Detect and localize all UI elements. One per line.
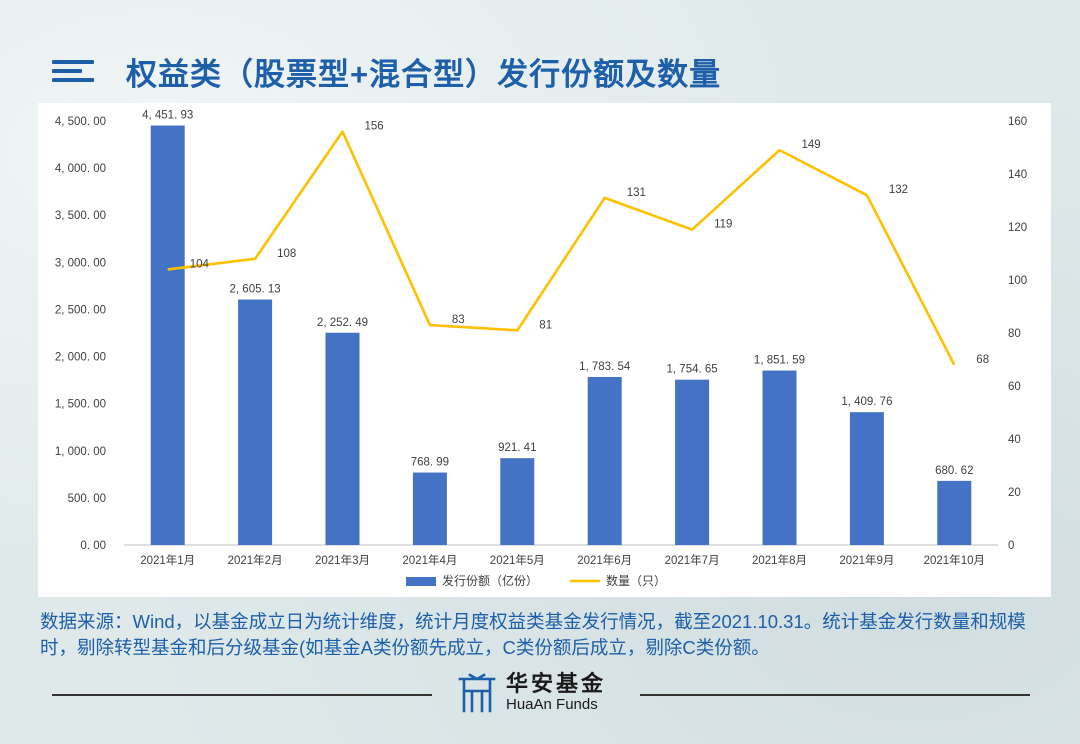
line-data-label: 132 bbox=[889, 184, 908, 196]
line-data-label: 104 bbox=[190, 258, 210, 270]
bar-data-label: 768. 99 bbox=[411, 457, 449, 469]
line-data-label: 119 bbox=[714, 219, 732, 231]
y-left-tick-label: 1, 000. 00 bbox=[55, 446, 106, 458]
bar-data-label: 4, 451. 93 bbox=[142, 110, 193, 122]
line-data-label: 68 bbox=[976, 354, 989, 366]
bar bbox=[412, 472, 447, 545]
bar-data-label: 1, 851. 59 bbox=[754, 355, 805, 367]
x-tick-label: 2021年9月 bbox=[839, 553, 894, 567]
line-data-label: 81 bbox=[539, 319, 552, 331]
bar bbox=[325, 332, 360, 545]
footer-divider-left bbox=[52, 694, 432, 696]
menu-icon[interactable] bbox=[52, 58, 94, 84]
y-left-tick-label: 2, 000. 00 bbox=[55, 352, 106, 364]
bar-data-label: 921. 41 bbox=[498, 442, 536, 454]
page-title: 权益类（股票型+混合型）发行份额及数量 bbox=[126, 56, 722, 92]
x-tick-label: 2021年10月 bbox=[924, 553, 985, 567]
y-right-tick-label: 140 bbox=[1008, 169, 1027, 181]
title-row: 权益类（股票型+混合型）发行份额及数量 bbox=[52, 46, 721, 96]
x-tick-label: 2021年2月 bbox=[228, 553, 283, 567]
bar bbox=[500, 458, 535, 545]
y-right-tick-label: 0 bbox=[1008, 540, 1014, 552]
y-left-tick-label: 0. 00 bbox=[80, 540, 106, 552]
bar-data-label: 2, 252. 49 bbox=[317, 317, 368, 329]
bar-data-label: 1, 783. 54 bbox=[579, 361, 631, 373]
bar bbox=[675, 379, 710, 545]
bar bbox=[238, 299, 273, 545]
y-right-tick-label: 60 bbox=[1008, 381, 1021, 393]
x-tick-label: 2021年5月 bbox=[490, 553, 545, 567]
x-tick-label: 2021年1月 bbox=[140, 553, 195, 567]
x-tick-label: 2021年3月 bbox=[315, 553, 370, 567]
legend-bar-label: 发行份额（亿份） bbox=[442, 573, 538, 588]
legend-bar-swatch bbox=[406, 577, 436, 586]
x-tick-label: 2021年4月 bbox=[402, 553, 457, 567]
bar bbox=[150, 125, 185, 545]
brand-name-en: HuaAn Funds bbox=[506, 696, 598, 713]
count-line bbox=[167, 130, 956, 366]
bar-data-label: 1, 754. 65 bbox=[667, 364, 718, 376]
y-left-tick-label: 500. 00 bbox=[68, 493, 106, 505]
y-right-tick-label: 20 bbox=[1008, 487, 1021, 499]
y-left-tick-label: 4, 000. 00 bbox=[55, 163, 106, 175]
y-left-tick-label: 3, 500. 00 bbox=[55, 210, 106, 222]
y-right-tick-label: 80 bbox=[1008, 328, 1021, 340]
legend-line-label: 数量（只） bbox=[606, 573, 666, 588]
line-data-label: 131 bbox=[627, 187, 646, 199]
line-data-label: 156 bbox=[365, 121, 384, 133]
bar bbox=[587, 376, 622, 545]
bar-data-label: 680. 62 bbox=[935, 465, 973, 477]
bar bbox=[762, 370, 797, 545]
x-tick-label: 2021年6月 bbox=[577, 553, 632, 567]
huaan-logo-icon bbox=[458, 673, 496, 713]
line-data-label: 108 bbox=[277, 248, 296, 260]
y-right-tick-label: 160 bbox=[1008, 116, 1027, 128]
y-left-tick-label: 2, 500. 00 bbox=[55, 304, 106, 316]
y-left-tick-label: 3, 000. 00 bbox=[55, 257, 106, 269]
y-right-tick-label: 120 bbox=[1008, 222, 1027, 234]
y-right-tick-label: 40 bbox=[1008, 434, 1021, 446]
y-left-tick-label: 4, 500. 00 bbox=[55, 116, 106, 128]
source-note: 数据来源：Wind，以基金成立日为统计维度，统计月度权益类基金发行情况，截至20… bbox=[40, 611, 1026, 658]
chart-panel: 0. 00 500. 00 1, 000. 00 1, 500. 00 2, 000. … bbox=[38, 103, 1051, 597]
brand-name-cn: 华安基金 bbox=[506, 671, 607, 696]
y-left-tick-label: 1, 500. 00 bbox=[55, 399, 106, 411]
bar bbox=[937, 480, 972, 545]
bar-data-label: 2, 605. 13 bbox=[230, 284, 281, 296]
footer-divider-right bbox=[640, 694, 1030, 696]
x-tick-label: 2021年8月 bbox=[752, 553, 807, 567]
x-tick-label: 2021年7月 bbox=[665, 553, 720, 567]
y-right-tick-label: 100 bbox=[1008, 275, 1027, 287]
bar-data-label: 1, 409. 76 bbox=[841, 396, 892, 408]
line-data-label: 83 bbox=[452, 314, 465, 326]
combo-chart: 0. 00 500. 00 1, 000. 00 1, 500. 00 2, 000. … bbox=[55, 110, 1027, 588]
line-data-label: 149 bbox=[802, 139, 821, 151]
brand: 华安基金 HuaAn Funds bbox=[458, 672, 606, 714]
bar bbox=[849, 412, 884, 545]
